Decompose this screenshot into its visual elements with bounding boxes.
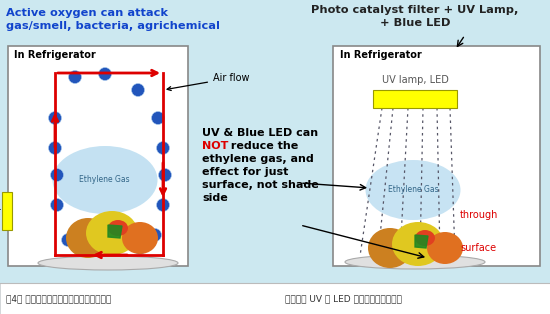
- Ellipse shape: [392, 222, 444, 266]
- Circle shape: [116, 229, 129, 241]
- Circle shape: [69, 71, 81, 84]
- Text: NOT: NOT: [202, 141, 228, 151]
- Ellipse shape: [415, 230, 435, 246]
- Text: effect for just: effect for just: [202, 167, 288, 177]
- Circle shape: [98, 68, 112, 80]
- Text: Filter: Filter: [0, 207, 1, 215]
- Text: Photo catalyst filter + UV Lamp,
+ Blue LED: Photo catalyst filter + UV Lamp, + Blue …: [311, 5, 519, 28]
- Text: 其他利用 UV 或 LED 针对食物表面保鲜；: 其他利用 UV 或 LED 针对食物表面保鲜；: [285, 295, 402, 304]
- Circle shape: [131, 84, 145, 96]
- Ellipse shape: [66, 218, 110, 258]
- Circle shape: [148, 229, 162, 241]
- Text: through: through: [460, 210, 498, 220]
- FancyBboxPatch shape: [333, 46, 540, 266]
- Text: Ethylene Gas: Ethylene Gas: [79, 176, 129, 185]
- Ellipse shape: [108, 220, 128, 236]
- Text: Ethylene Gas: Ethylene Gas: [388, 186, 438, 194]
- Bar: [0, 283, 550, 314]
- Text: In Refrigerator: In Refrigerator: [340, 50, 422, 60]
- Text: 图4： 村田自由基离子发生器风扇通风保鲜: 图4： 村田自由基离子发生器风扇通风保鲜: [6, 295, 111, 304]
- Ellipse shape: [86, 211, 138, 255]
- FancyBboxPatch shape: [8, 46, 188, 266]
- Bar: [2, 192, 12, 230]
- Polygon shape: [415, 235, 428, 248]
- Text: UV lamp, LED: UV lamp, LED: [382, 75, 448, 85]
- Ellipse shape: [366, 160, 460, 220]
- Circle shape: [51, 169, 63, 181]
- Ellipse shape: [52, 146, 157, 214]
- Circle shape: [89, 241, 102, 255]
- Text: Active oxygen can attack
gas/smell, bacteria, agrichemical: Active oxygen can attack gas/smell, bact…: [6, 8, 220, 31]
- Polygon shape: [108, 225, 122, 238]
- Text: Air flow: Air flow: [167, 73, 250, 90]
- Text: surface: surface: [460, 243, 496, 253]
- Text: UV & Blue LED can: UV & Blue LED can: [202, 128, 318, 138]
- Circle shape: [48, 142, 62, 154]
- Ellipse shape: [122, 222, 158, 254]
- Circle shape: [157, 142, 169, 154]
- Circle shape: [48, 111, 62, 124]
- Circle shape: [62, 234, 74, 246]
- Text: In Refrigerator: In Refrigerator: [14, 50, 96, 60]
- Ellipse shape: [345, 255, 485, 269]
- Bar: [373, 90, 457, 108]
- Circle shape: [51, 198, 63, 212]
- Text: surface, not shade: surface, not shade: [202, 180, 319, 190]
- Circle shape: [134, 241, 146, 255]
- Ellipse shape: [368, 228, 412, 268]
- Circle shape: [157, 198, 169, 212]
- Ellipse shape: [427, 232, 463, 264]
- Circle shape: [158, 169, 172, 181]
- Circle shape: [151, 111, 164, 124]
- Text: ethylene gas, and: ethylene gas, and: [202, 154, 314, 164]
- Text: side: side: [202, 193, 228, 203]
- Text: reduce the: reduce the: [227, 141, 298, 151]
- Ellipse shape: [38, 256, 178, 270]
